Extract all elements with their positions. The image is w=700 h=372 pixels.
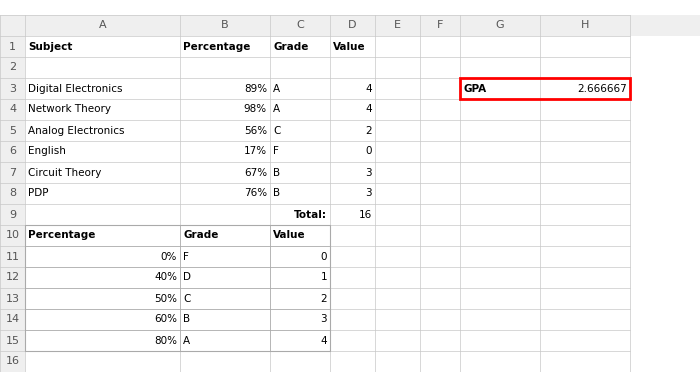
Text: B: B: [273, 189, 280, 199]
Text: Analog Electronics: Analog Electronics: [28, 125, 125, 135]
Text: Value: Value: [273, 231, 306, 241]
Text: 2: 2: [365, 125, 372, 135]
Text: 56%: 56%: [244, 125, 267, 135]
Bar: [25, 225, 330, 351]
Text: 6: 6: [9, 147, 16, 157]
Text: 0: 0: [365, 147, 372, 157]
Text: 4: 4: [365, 83, 372, 93]
Text: 0: 0: [321, 251, 327, 262]
Text: 0%: 0%: [160, 251, 177, 262]
Text: 7: 7: [9, 167, 16, 177]
Text: Value: Value: [333, 42, 365, 51]
Text: 5: 5: [9, 125, 16, 135]
Text: 89%: 89%: [244, 83, 267, 93]
Text: GPA: GPA: [463, 83, 486, 93]
Text: 10: 10: [6, 231, 20, 241]
Text: 14: 14: [6, 314, 20, 324]
Text: Grade: Grade: [183, 231, 218, 241]
Text: 40%: 40%: [154, 273, 177, 282]
Text: Network Theory: Network Theory: [28, 105, 111, 115]
Text: 1: 1: [321, 273, 327, 282]
Text: 16: 16: [358, 209, 372, 219]
Text: 13: 13: [6, 294, 20, 304]
Bar: [0, 15, 700, 36]
Text: A: A: [183, 336, 190, 346]
Text: Grade: Grade: [273, 42, 309, 51]
Text: 60%: 60%: [154, 314, 177, 324]
Text: 4: 4: [365, 105, 372, 115]
Text: Subject: Subject: [28, 42, 72, 51]
Text: 4: 4: [321, 336, 327, 346]
Text: 16: 16: [6, 356, 20, 366]
Text: 9: 9: [9, 209, 16, 219]
Text: F: F: [183, 251, 189, 262]
Text: C: C: [273, 125, 281, 135]
Text: H: H: [581, 20, 589, 31]
Text: 2: 2: [9, 62, 16, 73]
Text: 80%: 80%: [154, 336, 177, 346]
Text: 67%: 67%: [244, 167, 267, 177]
Text: 98%: 98%: [244, 105, 267, 115]
Text: Total:: Total:: [294, 209, 327, 219]
Text: 3: 3: [9, 83, 16, 93]
Text: C: C: [296, 20, 304, 31]
Text: Percentage: Percentage: [183, 42, 251, 51]
Text: B: B: [273, 167, 280, 177]
Text: 17%: 17%: [244, 147, 267, 157]
Text: 15: 15: [6, 336, 20, 346]
Text: 3: 3: [321, 314, 327, 324]
Text: E: E: [394, 20, 401, 31]
Text: 3: 3: [365, 167, 372, 177]
Text: D: D: [183, 273, 191, 282]
Text: C: C: [183, 294, 190, 304]
Text: 76%: 76%: [244, 189, 267, 199]
Text: 3: 3: [365, 189, 372, 199]
Text: G: G: [496, 20, 504, 31]
Text: A: A: [273, 83, 280, 93]
Text: 12: 12: [6, 273, 20, 282]
Text: F: F: [273, 147, 279, 157]
Text: 1: 1: [9, 42, 16, 51]
Text: 2.666667: 2.666667: [578, 83, 627, 93]
Text: A: A: [99, 20, 106, 31]
Bar: [0, 15, 25, 372]
Text: B: B: [183, 314, 190, 324]
Text: PDP: PDP: [28, 189, 48, 199]
Text: 50%: 50%: [154, 294, 177, 304]
Text: D: D: [349, 20, 357, 31]
Text: English: English: [28, 147, 66, 157]
Bar: [460, 78, 630, 99]
Text: Digital Electronics: Digital Electronics: [28, 83, 122, 93]
Text: A: A: [273, 105, 280, 115]
Text: B: B: [221, 20, 229, 31]
Text: 11: 11: [6, 251, 20, 262]
Text: 4: 4: [9, 105, 16, 115]
Text: Circuit Theory: Circuit Theory: [28, 167, 101, 177]
Text: 8: 8: [9, 189, 16, 199]
Text: 2: 2: [321, 294, 327, 304]
Text: Percentage: Percentage: [28, 231, 95, 241]
Text: F: F: [437, 20, 443, 31]
